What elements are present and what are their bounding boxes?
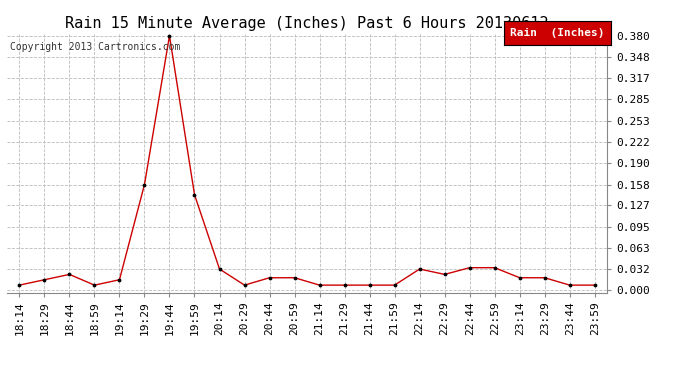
Text: Rain  (Inches): Rain (Inches) [510,28,604,38]
Text: Copyright 2013 Cartronics.com: Copyright 2013 Cartronics.com [10,42,180,51]
Title: Rain 15 Minute Average (Inches) Past 6 Hours 20130612: Rain 15 Minute Average (Inches) Past 6 H… [66,16,549,31]
